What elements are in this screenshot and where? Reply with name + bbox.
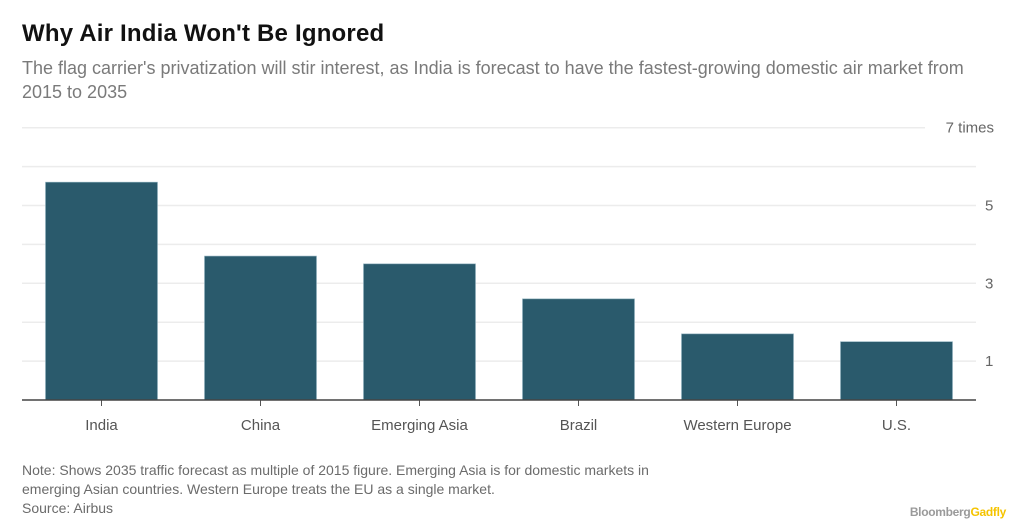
- x-tick-label: Western Europe: [683, 417, 791, 434]
- source-line: Source: Airbus: [22, 500, 114, 516]
- bar-brazil: [522, 298, 635, 401]
- footnote: Note: Shows 2035 traffic forecast as mul…: [22, 461, 649, 518]
- x-tick-label: Emerging Asia: [371, 417, 468, 434]
- y-tick-label: 7 times: [946, 120, 994, 137]
- bar-western-europe: [681, 333, 794, 401]
- gridlines: [22, 126, 976, 362]
- brand-logo: BloombergGadfly: [910, 505, 1006, 519]
- note-line-1: Note: Shows 2035 traffic forecast as mul…: [22, 462, 649, 478]
- note-line-2: emerging Asian countries. Western Europe…: [22, 481, 495, 497]
- brand-gadfly: Gadfly: [970, 505, 1006, 519]
- x-axis-labels: India China Emerging Asia Brazil Western Eur…: [85, 417, 911, 434]
- y-tick-label: 1: [985, 353, 993, 370]
- x-tick-label: India: [85, 417, 118, 434]
- bar-china: [204, 255, 317, 401]
- chart-subtitle: The flag carrier's privatization will st…: [22, 58, 964, 102]
- x-tick-label: China: [241, 417, 281, 434]
- bars: [45, 181, 953, 401]
- y-tick-label: 5: [985, 198, 993, 215]
- bar-emerging-asia: [363, 263, 476, 401]
- brand-bloomberg: Bloomberg: [909, 505, 971, 519]
- x-tick-label: U.S.: [882, 417, 911, 434]
- y-axis-ticks: 1 3 5 7 times: [946, 120, 994, 370]
- x-axis: [22, 399, 976, 406]
- x-tick-label: Brazil: [560, 417, 598, 434]
- bar-india: [45, 181, 158, 401]
- y-tick-label: 3: [985, 275, 993, 292]
- chart-title: Why Air India Won't Be Ignored: [22, 20, 385, 47]
- bar-u-s: [840, 341, 953, 401]
